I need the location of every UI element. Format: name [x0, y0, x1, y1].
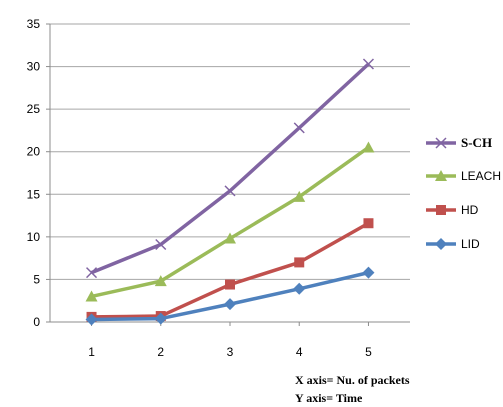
legend-marker-s-ch: [435, 137, 447, 149]
legend-marker-lid: [435, 238, 447, 250]
legend-label-s-ch: S-CH: [461, 135, 492, 150]
chart-axes: [46, 23, 410, 326]
chart-annotations: X axis= Nu. of packets Y axis= Time: [295, 373, 410, 405]
data-point-hd: [363, 218, 374, 229]
x-tick-label: 3: [227, 345, 234, 359]
data-point-lid: [293, 282, 306, 295]
y-axis-note: Y axis= Time: [295, 391, 363, 405]
data-point-hd: [294, 257, 305, 268]
series-leach: [85, 141, 375, 302]
x-tick-label: 1: [88, 345, 95, 359]
y-tick-label: 20: [27, 145, 41, 159]
data-point-lid: [85, 313, 98, 326]
data-point-leach: [85, 290, 98, 302]
y-tick-label: 0: [33, 315, 40, 329]
legend-item-lid: LID: [426, 237, 480, 251]
y-tick-label: 35: [27, 17, 41, 31]
series-s-ch: [86, 58, 374, 279]
chart-series: [85, 58, 375, 326]
chart-legend: S-CH LEACH HD LID: [426, 135, 501, 251]
x-axis-note: X axis= Nu. of packets: [295, 373, 410, 387]
x-tick-labels: 1 2 3 4 5: [88, 345, 372, 359]
y-tick-label: 5: [33, 272, 40, 286]
legend-label-hd: HD: [461, 203, 479, 217]
legend-item-s-ch: S-CH: [426, 135, 492, 150]
data-point-s-ch: [155, 238, 167, 251]
data-point-leach: [224, 232, 236, 244]
legend-label-leach: LEACH: [461, 169, 501, 183]
x-tick-label: 5: [365, 345, 372, 359]
legend-marker-leach: [435, 170, 447, 181]
data-point-lid: [154, 312, 167, 325]
x-tick-label: 2: [157, 345, 164, 359]
data-point-leach: [154, 275, 167, 287]
series-line-leach: [91, 146, 370, 299]
y-tick-label: 10: [27, 230, 41, 244]
data-point-s-ch: [86, 267, 98, 279]
x-tick-label: 4: [296, 345, 303, 359]
y-tick-label: 25: [27, 102, 41, 116]
y-tick-labels: 0 5 10 15 20 25 30 35: [27, 17, 41, 329]
legend-item-leach: LEACH: [426, 169, 501, 183]
legend-marker-hd: [436, 205, 446, 215]
data-point-hd: [225, 279, 235, 290]
y-tick-label: 15: [27, 187, 41, 201]
legend-item-hd: HD: [426, 203, 479, 217]
series-lid: [85, 266, 375, 326]
data-point-s-ch: [362, 58, 374, 70]
data-point-lid: [224, 298, 236, 311]
legend-label-lid: LID: [461, 237, 480, 251]
data-point-leach: [293, 190, 306, 202]
chart-grid: [50, 23, 410, 280]
data-point-s-ch: [224, 185, 236, 197]
data-point-lid: [362, 266, 375, 279]
y-tick-label: 30: [27, 60, 41, 74]
data-point-leach: [362, 141, 375, 153]
data-point-s-ch: [293, 122, 305, 134]
